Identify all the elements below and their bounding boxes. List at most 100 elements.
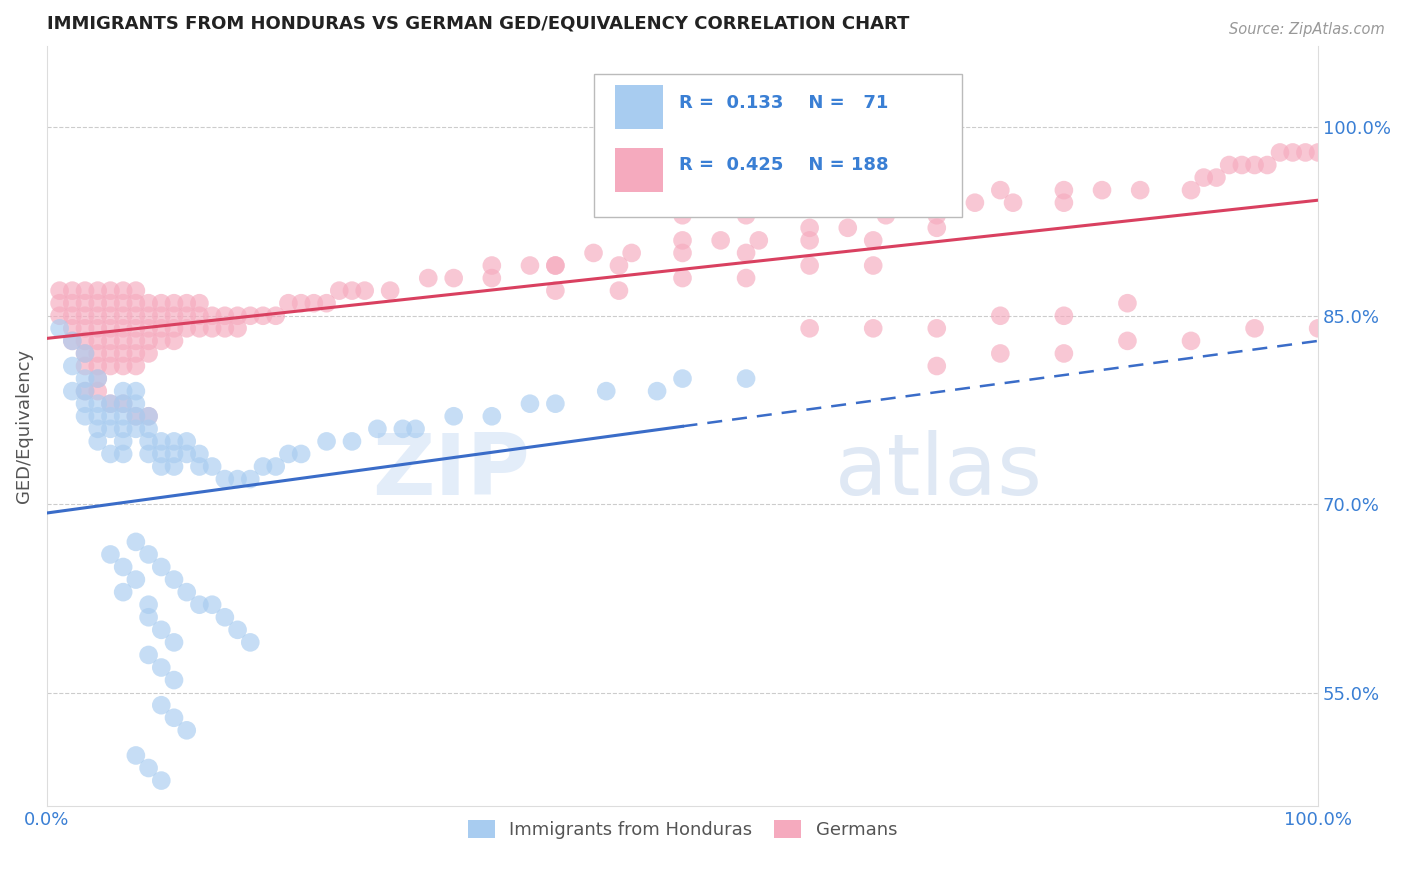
Point: [1053, 346, 1076, 360]
Point: [226, 321, 249, 335]
Point: [73, 309, 96, 323]
Point: [100, 548, 122, 562]
Point: [150, 660, 173, 674]
Point: [710, 233, 733, 247]
Point: [150, 334, 173, 348]
Point: [150, 459, 173, 474]
Point: [163, 635, 186, 649]
Point: [100, 309, 122, 323]
Point: [176, 585, 198, 599]
Point: [87, 371, 110, 385]
Point: [188, 447, 211, 461]
Point: [988, 183, 1011, 197]
Point: [112, 447, 135, 461]
Point: [252, 309, 274, 323]
Point: [1281, 145, 1303, 160]
Point: [163, 434, 186, 449]
Point: [125, 321, 148, 335]
FancyBboxPatch shape: [616, 148, 664, 193]
Point: [1002, 195, 1025, 210]
Point: [163, 447, 186, 461]
Point: [87, 371, 110, 385]
Point: [188, 459, 211, 474]
Point: [1180, 183, 1202, 197]
Point: [963, 195, 986, 210]
Point: [481, 271, 503, 285]
Point: [138, 447, 160, 461]
Point: [214, 610, 236, 624]
Point: [188, 296, 211, 310]
Point: [87, 284, 110, 298]
Point: [1308, 145, 1330, 160]
Point: [87, 434, 110, 449]
Point: [100, 346, 122, 360]
Point: [1218, 158, 1240, 172]
Point: [201, 309, 224, 323]
Point: [201, 321, 224, 335]
Point: [138, 610, 160, 624]
Point: [138, 321, 160, 335]
Y-axis label: GED/Equivalency: GED/Equivalency: [15, 349, 32, 503]
Point: [1116, 334, 1139, 348]
Point: [290, 447, 312, 461]
Point: [138, 648, 160, 662]
Point: [302, 296, 325, 310]
Point: [328, 284, 350, 298]
Point: [799, 259, 821, 273]
Point: [125, 409, 148, 424]
Point: [87, 334, 110, 348]
Point: [138, 598, 160, 612]
Point: [176, 309, 198, 323]
Point: [87, 422, 110, 436]
Point: [100, 397, 122, 411]
Point: [138, 409, 160, 424]
Point: [73, 397, 96, 411]
Point: [60, 284, 83, 298]
Point: [1243, 321, 1265, 335]
Point: [73, 321, 96, 335]
Point: [671, 371, 693, 385]
Point: [138, 309, 160, 323]
Point: [100, 284, 122, 298]
Text: Source: ZipAtlas.com: Source: ZipAtlas.com: [1229, 22, 1385, 37]
Point: [875, 208, 897, 222]
Point: [544, 259, 567, 273]
Point: [150, 321, 173, 335]
Point: [1268, 145, 1291, 160]
Point: [252, 459, 274, 474]
Point: [226, 472, 249, 486]
Point: [163, 711, 186, 725]
Point: [150, 623, 173, 637]
Point: [392, 422, 415, 436]
Point: [73, 346, 96, 360]
Point: [112, 296, 135, 310]
Point: [1243, 158, 1265, 172]
Point: [112, 397, 135, 411]
Point: [481, 409, 503, 424]
Point: [176, 321, 198, 335]
Point: [73, 334, 96, 348]
Point: [48, 309, 70, 323]
Point: [87, 309, 110, 323]
Point: [138, 346, 160, 360]
Point: [163, 673, 186, 687]
Point: [837, 220, 859, 235]
Point: [290, 296, 312, 310]
Point: [112, 309, 135, 323]
Point: [443, 271, 465, 285]
Point: [519, 259, 541, 273]
Point: [125, 284, 148, 298]
Point: [378, 284, 401, 298]
Point: [1053, 183, 1076, 197]
Point: [163, 334, 186, 348]
Point: [87, 384, 110, 398]
Point: [1091, 183, 1114, 197]
Point: [862, 259, 884, 273]
Point: [125, 422, 148, 436]
Point: [125, 397, 148, 411]
Point: [150, 447, 173, 461]
Point: [176, 723, 198, 738]
Point: [1116, 296, 1139, 310]
Point: [125, 384, 148, 398]
Point: [73, 409, 96, 424]
